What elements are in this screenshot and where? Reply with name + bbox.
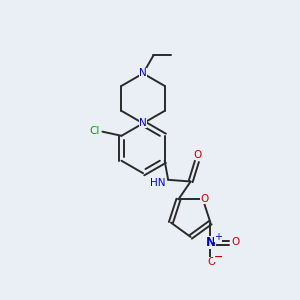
Text: N: N [139,68,147,78]
Text: Cl: Cl [90,126,100,136]
Text: O: O [194,150,202,160]
Text: −: − [213,252,223,262]
Text: HN: HN [150,178,166,188]
Text: O: O [200,194,209,204]
Text: O: O [207,257,215,267]
Text: N: N [206,236,216,249]
Text: O: O [231,237,239,247]
Text: +: + [214,232,222,242]
Text: N: N [139,118,147,128]
